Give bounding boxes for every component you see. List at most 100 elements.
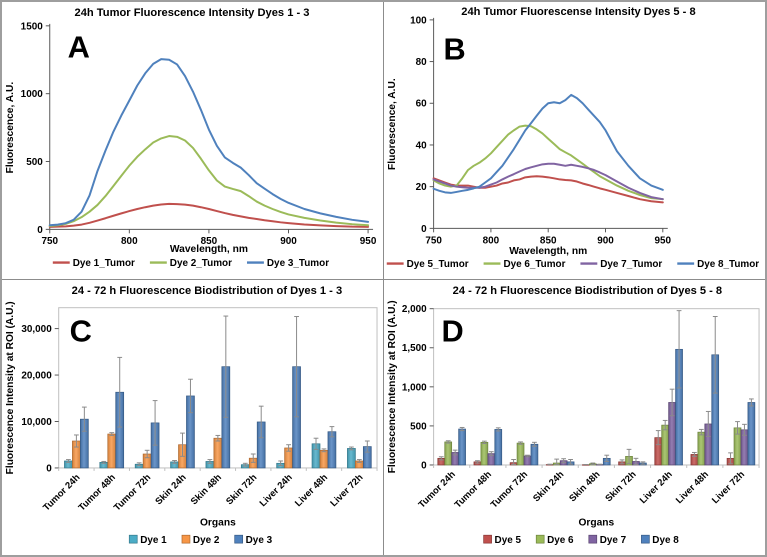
bar-dye-8-tumor-72h (530, 443, 539, 466)
category-label: Liver 48h (292, 471, 329, 508)
x-tick-label: 950 (360, 236, 377, 247)
x-axis-label: Wavelength, nm (170, 244, 248, 255)
panel-letter: C (70, 313, 92, 348)
y-tick-label: 1500 (21, 21, 44, 32)
panel-letter: B (444, 32, 466, 67)
y-tick-label: 100 (410, 15, 427, 26)
y-tick-label: 40 (416, 140, 428, 151)
legend-label: Dye 5 (495, 535, 522, 546)
y-tick-label: 20,000 (21, 371, 52, 382)
category-label: Liver 24h (637, 468, 674, 505)
bar-dye-2-skin-48h (213, 437, 223, 469)
chart-c-bar-chart: 24 - 72 h Fluorescence Biodistribution o… (5, 285, 378, 546)
x-tick-label: 900 (597, 235, 614, 246)
series-line-dye-7-tumor (432, 162, 664, 201)
y-tick-label: 30,000 (21, 324, 52, 335)
bar-dye-8-tumor-24h (458, 428, 466, 466)
bar-dye-6-tumor-24h (444, 441, 453, 466)
bar-dye-6-liver-48h (697, 431, 706, 466)
panel-b: 24h Tumor Fluorescense Intensity Dyes 5 … (384, 2, 765, 280)
legend-label: Dye 2 (193, 535, 220, 546)
bar-dye-6-tumor-48h (480, 441, 489, 466)
legend: Dye 5 Dye 6 Dye 7 Dye 8 (483, 534, 679, 546)
panel-a: 24h Tumor Fluorescence Intensity Dyes 1 … (2, 2, 384, 280)
legend-label: Dye 7 (600, 535, 627, 546)
bar-dye-2-liver-48h (319, 449, 329, 469)
series-line-dye-8-tumor (432, 93, 664, 194)
legend-label: Dye 8 (652, 535, 679, 546)
legend-label: Dye 3 (246, 535, 273, 546)
category-label: Skin 48h (567, 468, 602, 503)
x-tick-label: 850 (201, 236, 218, 247)
category-label: Liver 48h (673, 468, 710, 505)
panel-d: 24 - 72 h Fluorescence Biodistribution o… (384, 280, 765, 555)
y-tick-label: 1,500 (402, 343, 427, 354)
category-label: Skin 48h (188, 471, 223, 506)
legend-label: Dye 8_Tumor (697, 259, 759, 270)
category-label: Liver 72h (709, 468, 746, 505)
y-tick-label: 20 (416, 182, 428, 193)
y-axis-label: Fluorescence Intensity at ROI (A.U.) (5, 301, 16, 474)
y-axis-label: Fluorescence, A.U. (5, 82, 16, 174)
category-label: Tumor 48h (452, 468, 494, 509)
legend-label: Dye 1 (140, 535, 167, 546)
category-label: Tumor 24h (40, 471, 82, 512)
panel-letter: A (68, 30, 90, 65)
chart-d-bar-chart: 24 - 72 h Fluorescence Biodistribution o… (387, 285, 760, 546)
y-tick-label: 500 (410, 421, 427, 432)
category-label: Liver 72h (328, 471, 365, 508)
bar-dye-8-tumor-48h (494, 429, 503, 466)
category-label: Liver 24h (257, 471, 294, 508)
x-tick-label: 800 (121, 236, 138, 247)
legend-label: Dye 7_Tumor (600, 259, 662, 270)
x-tick-label: 950 (655, 235, 672, 246)
y-tick-label: 1000 (21, 89, 44, 100)
panel-c: 24 - 72 h Fluorescence Biodistribution o… (2, 280, 384, 555)
category-label: Tumor 72h (488, 468, 530, 509)
y-tick-label: 0 (46, 463, 52, 474)
x-axis-label: Wavelength, nm (509, 246, 587, 257)
bar-dye-2-tumor-48h (107, 433, 117, 469)
x-tick-label: 750 (425, 235, 442, 246)
legend-label: Dye 5_Tumor (407, 259, 469, 270)
series-line-dye-3-tumor (48, 58, 370, 227)
series-line-dye-1-tumor (48, 202, 370, 228)
y-tick-label: 60 (416, 99, 428, 110)
bar-dye-6-tumor-72h (516, 442, 525, 466)
series-line-dye-2-tumor (48, 135, 370, 227)
y-tick-label: 1,000 (402, 382, 427, 393)
chart-title: 24 - 72 h Fluorescence Biodistribution o… (453, 285, 722, 297)
legend-label: Dye 2_Tumor (170, 258, 232, 269)
category-label: Skin 24h (153, 471, 188, 506)
bar-dye-6-liver-24h (661, 424, 669, 466)
legend-label: Dye 6_Tumor (503, 259, 565, 270)
category-label: Skin 24h (530, 468, 565, 503)
chart-title: 24h Tumor Fluorescence Intensity Dyes 1 … (75, 7, 310, 19)
category-label: Skin 72h (223, 471, 258, 506)
legend: Dye 1_Tumor Dye 2_Tumor Dye 3_Tumor (52, 258, 329, 269)
y-tick-label: 0 (421, 224, 427, 235)
x-tick-label: 800 (483, 235, 500, 246)
series-line-dye-5-tumor (432, 175, 664, 204)
chart-a-line-chart: 24h Tumor Fluorescence Intensity Dyes 1 … (5, 7, 377, 269)
y-tick-label: 2,000 (402, 304, 427, 315)
legend: Dye 1 Dye 2 Dye 3 (128, 534, 273, 546)
category-label: Tumor 24h (416, 468, 458, 509)
y-axis-label: Fluorescence Intensity at ROI (A.U.) (387, 300, 398, 473)
panel-letter: D (442, 313, 464, 348)
legend-label: Dye 6 (547, 535, 574, 546)
y-tick-label: 0 (421, 460, 427, 471)
x-axis-label: Organs (578, 517, 614, 528)
legend: Dye 5_Tumor Dye 6_Tumor Dye 7_Tumor Dye 8_T… (386, 259, 759, 270)
y-tick-label: 500 (26, 157, 43, 168)
y-tick-label: 80 (416, 57, 428, 68)
category-label: Tumor 72h (111, 471, 153, 512)
bar-dye-8-liver-72h (747, 402, 756, 466)
y-axis-label: Fluorescence, A.U. (387, 78, 398, 170)
x-axis-label: Organs (200, 517, 236, 528)
legend-label: Dye 3_Tumor (267, 258, 329, 269)
chart-b-line-chart: 24h Tumor Fluorescense Intensity Dyes 5 … (386, 6, 759, 270)
x-tick-label: 850 (540, 235, 557, 246)
